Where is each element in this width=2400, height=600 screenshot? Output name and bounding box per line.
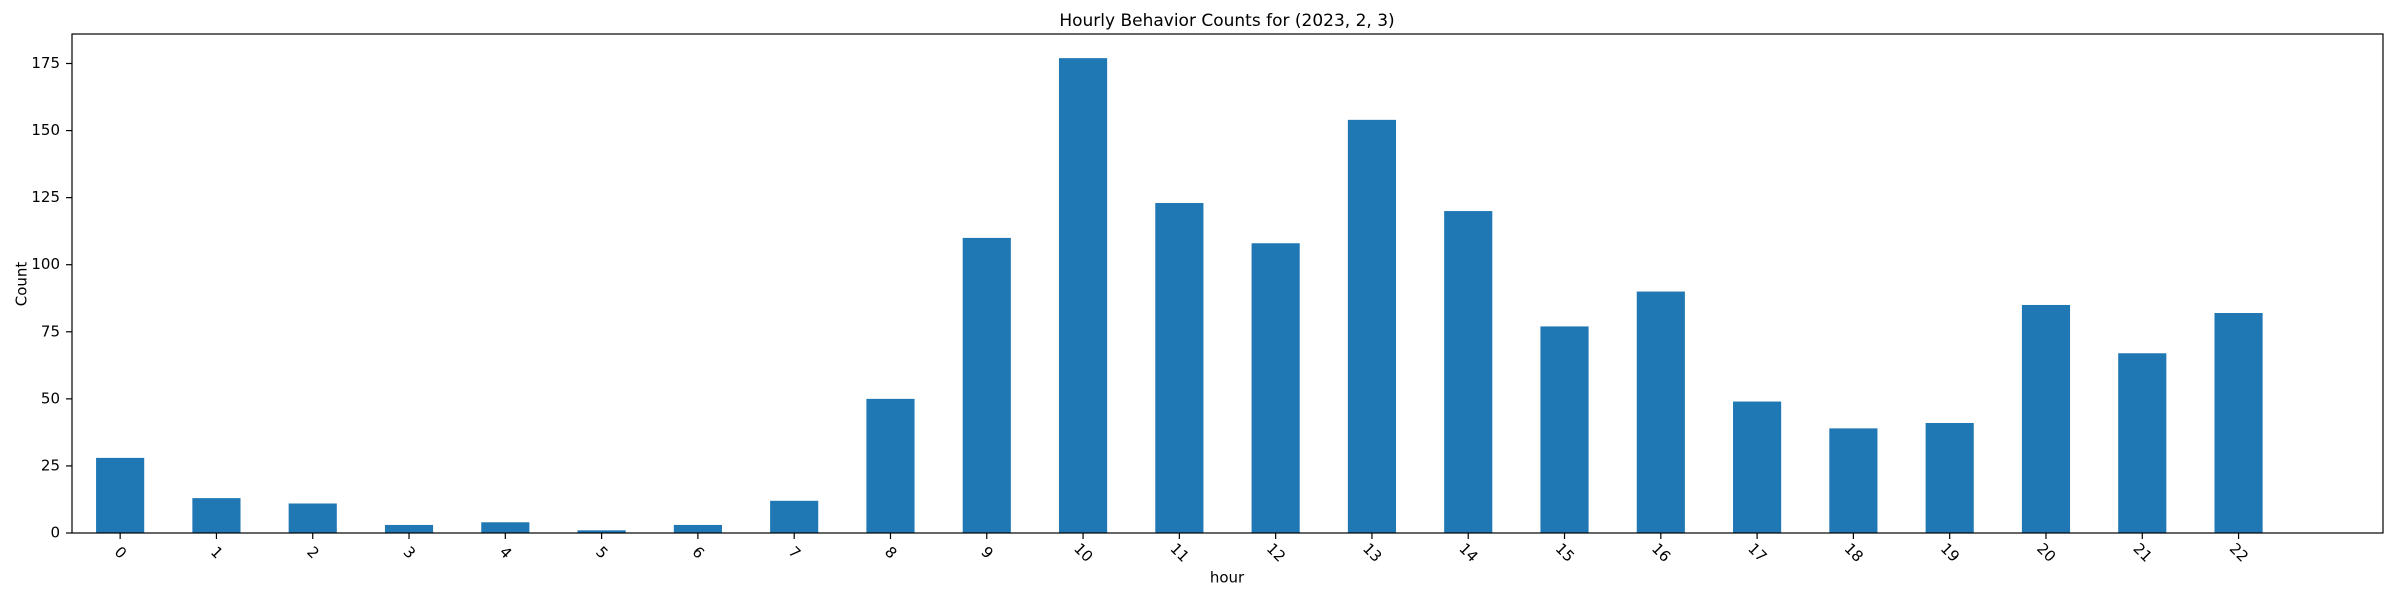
x-tick-label: 14	[1455, 540, 1481, 566]
plot-frame	[71, 33, 2384, 534]
bar	[673, 524, 722, 533]
x-tick-label: 2	[303, 543, 322, 562]
y-tick-label: 175	[31, 54, 60, 72]
x-tick-label: 11	[1167, 540, 1193, 566]
x-tick-label: 20	[2033, 540, 2059, 566]
bar	[288, 503, 337, 533]
bar	[96, 457, 145, 533]
bar	[1155, 203, 1204, 534]
bar	[1444, 211, 1493, 533]
x-tick-label: 12	[1263, 540, 1289, 566]
bar	[481, 522, 530, 533]
bar	[2214, 313, 2263, 533]
x-tick-label: 3	[400, 543, 419, 562]
bar	[1636, 291, 1685, 533]
bar	[1251, 243, 1300, 534]
bar	[770, 500, 819, 533]
x-tick-label: 0	[111, 543, 130, 562]
bar	[1540, 326, 1589, 533]
y-tick-label: 150	[31, 121, 60, 139]
bar	[577, 530, 626, 533]
bar	[866, 398, 915, 533]
y-tick-label: 0	[50, 524, 60, 542]
x-tick-label: 7	[785, 543, 804, 562]
bar	[2021, 304, 2071, 533]
x-tick-label: 17	[1744, 540, 1770, 566]
y-tick-label: 125	[31, 188, 60, 206]
chart-title: Hourly Behavior Counts for (2023, 2, 3)	[1059, 11, 1394, 31]
bar	[1829, 428, 1878, 533]
bar	[192, 498, 241, 533]
bar	[962, 237, 1011, 534]
y-axis-label: Count	[13, 262, 31, 307]
x-tick-label: 15	[1552, 540, 1578, 566]
x-tick-label: 22	[2226, 540, 2252, 566]
x-tick-label: 16	[1648, 540, 1674, 566]
bar	[1058, 58, 1108, 533]
bar	[1925, 423, 1974, 533]
bar	[2118, 353, 2167, 533]
x-tick-label: 4	[496, 543, 515, 562]
x-tick-label: 8	[881, 543, 900, 562]
x-tick-label: 9	[977, 543, 996, 562]
x-tick-label: 18	[1841, 540, 1867, 566]
x-tick-label: 21	[2130, 540, 2156, 566]
bar	[384, 524, 434, 533]
bar	[1347, 119, 1397, 534]
x-tick-label: 10	[1070, 540, 1096, 566]
x-tick-label: 13	[1359, 540, 1385, 566]
x-tick-label: 5	[592, 543, 611, 562]
x-axis-label: hour	[1210, 569, 1245, 587]
x-tick-label: 1	[207, 543, 226, 562]
y-tick-label: 25	[41, 456, 60, 474]
y-tick-label: 100	[31, 255, 60, 273]
x-tick-label: 6	[689, 543, 708, 562]
bar	[1733, 401, 1782, 533]
y-tick-label: 75	[41, 322, 60, 340]
y-tick-label: 50	[41, 389, 60, 407]
x-tick-label: 19	[1937, 540, 1963, 566]
